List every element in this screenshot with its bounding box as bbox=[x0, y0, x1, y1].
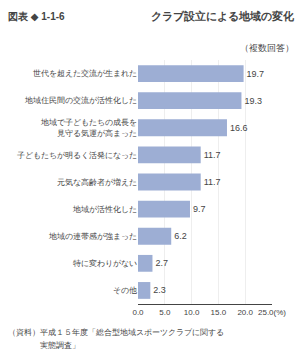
svg-text:特に変わりがない: 特に変わりがない bbox=[73, 259, 137, 268]
svg-text:クラブ設立による地域の変化: クラブ設立による地域の変化 bbox=[151, 10, 295, 22]
svg-text:2.7: 2.7 bbox=[155, 258, 168, 268]
svg-text:地域の連帯感が強まった: 地域の連帯感が強まった bbox=[48, 232, 137, 241]
svg-text:19.3: 19.3 bbox=[244, 96, 262, 106]
svg-text:6.2: 6.2 bbox=[174, 231, 187, 241]
svg-text:9.7: 9.7 bbox=[193, 204, 206, 214]
svg-text:19.7: 19.7 bbox=[247, 69, 265, 79]
svg-text:世代を超えた交流が生まれた: 世代を超えた交流が生まれた bbox=[33, 69, 137, 78]
svg-text:20.0: 20.0 bbox=[237, 308, 253, 317]
svg-text:地域が活性化した: 地域が活性化した bbox=[72, 205, 137, 214]
svg-text:地域住民間の交流が活性化した: 地域住民間の交流が活性化した bbox=[24, 96, 137, 105]
svg-text:0.0: 0.0 bbox=[132, 308, 144, 317]
svg-text:図表 ◆ 1-1-6: 図表 ◆ 1-1-6 bbox=[8, 11, 65, 22]
svg-text:5.0: 5.0 bbox=[159, 308, 171, 317]
svg-text:地域で子どもたちの成長を見守る気運が高まった: 地域で子どもたちの成長を見守る気運が高まった bbox=[40, 118, 137, 137]
svg-text:実態調査」: 実態調査」 bbox=[8, 341, 80, 350]
svg-text:元気な高齢者が増えた: 元気な高齢者が増えた bbox=[57, 178, 137, 187]
svg-text:子どもたちが明るく活発になった: 子どもたちが明るく活発になった bbox=[17, 151, 137, 160]
svg-text:15.0: 15.0 bbox=[211, 308, 227, 317]
svg-text:（資料）平成１５年度「総合型地域スポーツクラブに関する: （資料）平成１５年度「総合型地域スポーツクラブに関する bbox=[8, 328, 224, 337]
svg-text:11.7: 11.7 bbox=[204, 150, 221, 160]
svg-text:16.6: 16.6 bbox=[230, 123, 248, 133]
svg-text:10.0: 10.0 bbox=[184, 308, 200, 317]
svg-text:11.7: 11.7 bbox=[204, 177, 221, 187]
svg-text:（複数回答）: （複数回答） bbox=[240, 43, 294, 53]
svg-text:その他: その他 bbox=[113, 286, 137, 295]
svg-text:2.3: 2.3 bbox=[153, 285, 166, 295]
svg-text:25.0(%): 25.0(%) bbox=[258, 308, 286, 317]
